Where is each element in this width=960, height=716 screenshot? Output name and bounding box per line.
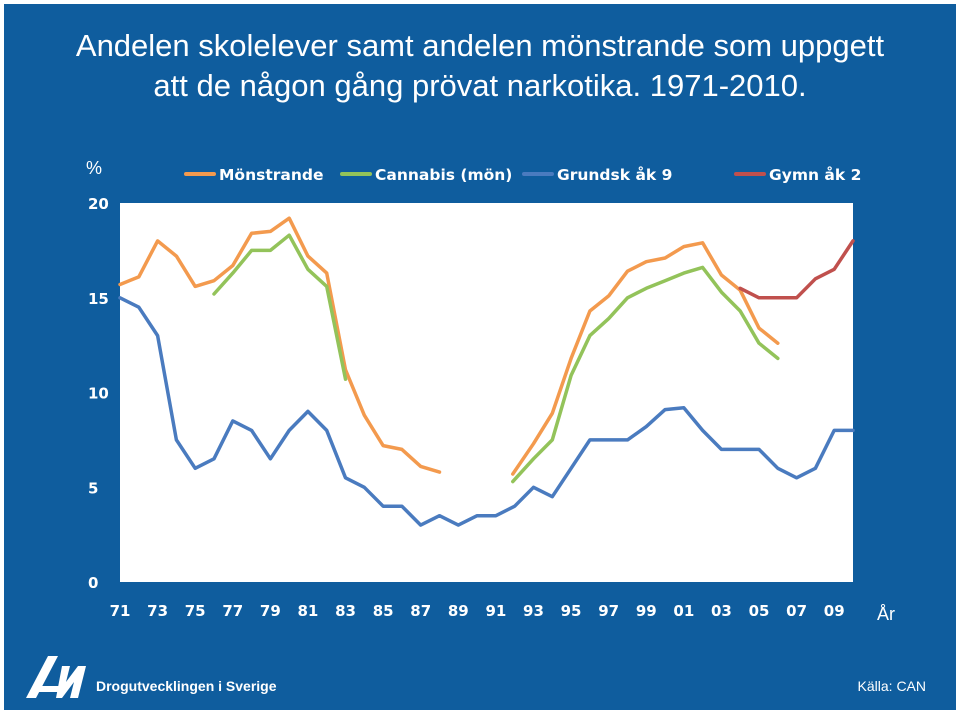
x-tick-label: 07 — [786, 602, 807, 620]
legend-label: Cannabis (mön) — [375, 166, 512, 184]
footer-source: Källa: CAN — [857, 678, 926, 694]
x-tick-label: 85 — [373, 602, 394, 620]
legend-item-2: Cannabis (mön) — [340, 166, 512, 184]
y-tick-label: 10 — [88, 385, 109, 403]
line-chart: Mönstrande Cannabis (mön) Grundsk åk 9 Gymn… — [86, 158, 895, 624]
series-line-gymn-åk-2-segment-1 — [738, 239, 855, 300]
series-line-cannabis-mön-segment-1 — [212, 233, 348, 381]
x-tick-label: 73 — [147, 602, 168, 620]
y-tick-label: 5 — [88, 479, 98, 497]
y-tick-label: 20 — [88, 195, 109, 213]
x-tick-label: 97 — [598, 602, 619, 620]
x-tick-label: 71 — [110, 602, 131, 620]
slide-background: Andelen skolelever samt andelen mönstran… — [4, 4, 956, 710]
legend-item-3: Grundsk åk 9 — [522, 165, 672, 184]
legend-item-1: Mönstrande — [184, 166, 324, 184]
series-line-mönstrande-segment-1 — [118, 216, 442, 474]
x-tick-label: 81 — [298, 602, 319, 620]
plot-area — [120, 203, 853, 582]
x-tick-label: 75 — [185, 602, 206, 620]
x-tick-label: 89 — [448, 602, 469, 620]
x-tick-label: 01 — [673, 602, 694, 620]
x-tick-label: 77 — [222, 602, 243, 620]
x-tick-label: 79 — [260, 602, 281, 620]
y-tick-label: 0 — [88, 574, 98, 592]
series-line-mönstrande-segment-2 — [511, 241, 780, 476]
x-tick-label: 93 — [523, 602, 544, 620]
x-tick-label: 09 — [824, 602, 845, 620]
legend-label: Grundsk åk 9 — [557, 165, 672, 184]
legend-label: Gymn åk 2 — [769, 165, 861, 184]
x-tick-label: 03 — [711, 602, 732, 620]
footer-organization: Drogutvecklingen i Sverige — [96, 678, 277, 694]
legend-item-4: Gymn åk 2 — [734, 165, 861, 184]
y-axis-label: % — [86, 158, 102, 178]
y-tick-label: 15 — [88, 290, 109, 308]
x-tick-label: 05 — [749, 602, 770, 620]
x-tick-label: 91 — [485, 602, 506, 620]
x-tick-label: 87 — [410, 602, 431, 620]
series-line-cannabis-mön-segment-2 — [511, 265, 780, 484]
legend-label: Mönstrande — [219, 166, 324, 184]
x-tick-label: 99 — [636, 602, 657, 620]
x-tick-label: 95 — [561, 602, 582, 620]
title-line-1: Andelen skolelever samt andelen mönstran… — [75, 28, 885, 63]
x-axis-label: År — [877, 604, 895, 624]
can-logo — [26, 656, 86, 698]
x-tick-label: 83 — [335, 602, 356, 620]
title-line-2: att de någon gång prövat narkotika. 1971… — [153, 68, 807, 103]
chart-title: Andelen skolelever samt andelen mönstran… — [4, 26, 956, 106]
series-line-grundsk-åk-9-segment-1 — [118, 296, 855, 527]
